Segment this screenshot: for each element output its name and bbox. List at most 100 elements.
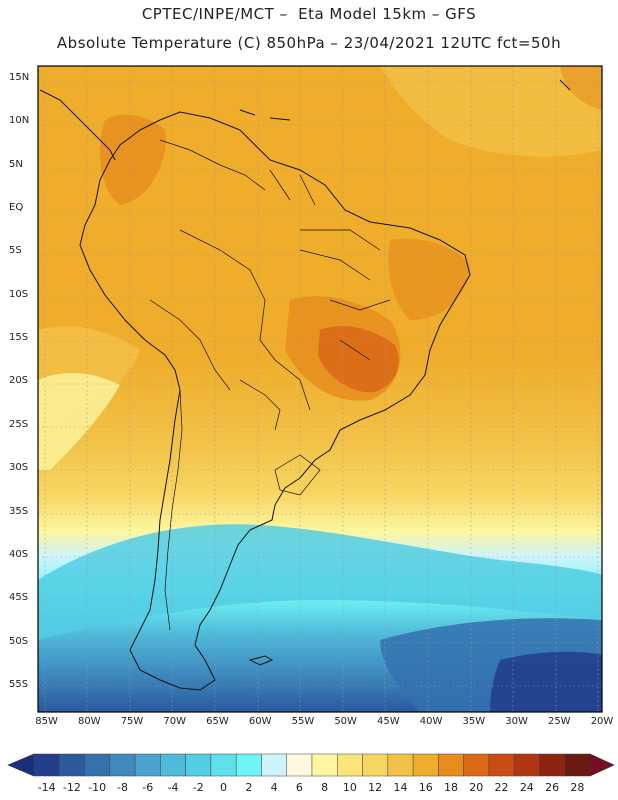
border-argentina-chile: [164, 389, 183, 631]
colorbar-tick-label: 0: [220, 781, 228, 794]
latitude-tick-label: 50S: [9, 635, 29, 647]
colorbar-segment: [235, 753, 262, 777]
latitude-tick-label: 10S: [9, 288, 29, 300]
longitude-tick-label: 40W: [419, 716, 443, 727]
colorbar-tick-label: -2: [192, 781, 204, 794]
latitude-tick-label: EQ: [9, 202, 24, 214]
colorbar: [7, 753, 615, 777]
longitude-tick-label: 55W: [291, 716, 315, 727]
border-peru-bolivia: [149, 299, 231, 391]
colorbar-segment: [362, 753, 389, 777]
colorbar-tick-label: 22: [494, 781, 509, 794]
latitude-tick-label: 5S: [9, 245, 22, 257]
latitude-tick-label: 5N: [9, 158, 23, 170]
field-pacific-light-band: [38, 373, 120, 470]
border-guianas: [269, 169, 316, 206]
colorbar-segment: [59, 753, 85, 777]
border-paraguay: [239, 379, 281, 431]
longitude-tick-label: 70W: [163, 716, 187, 727]
colorbar-tick-label: 12: [368, 781, 383, 794]
colorbar-segment: [33, 753, 60, 777]
longitude-tick-label: 35W: [462, 716, 486, 727]
south-america-coastline: [79, 111, 471, 691]
longitude-tick-label: 45W: [377, 716, 400, 727]
longitude-tick-label: 50W: [334, 716, 357, 727]
latitude-tick-label: 30S: [9, 462, 29, 474]
colorbar-tick-label: 2: [245, 781, 253, 794]
colorbar-segment: [160, 753, 186, 777]
latitude-tick-label: 15S: [9, 332, 29, 344]
colorbar-tick-label: 20: [469, 781, 484, 794]
map-title: CPTEC/INPE/MCT – Eta Model 15km – GFS: [141, 5, 477, 23]
colorbar-segment: [311, 753, 338, 777]
falkland-islands: [248, 655, 274, 666]
longitude-tick-label: 80W: [77, 716, 101, 727]
field-north-atlantic-cool: [380, 66, 602, 157]
colorbar-segment: [134, 753, 161, 777]
colorbar-tick-label: 16: [418, 781, 433, 794]
colorbar-segment: [463, 753, 490, 777]
field-central-brazil-hot: [318, 325, 399, 393]
colorbar-tick-label: -12: [62, 781, 81, 794]
latitude-tick-label: 45S: [9, 592, 29, 604]
field-south-cold-band: [38, 524, 602, 640]
temperature-field: [38, 66, 602, 712]
longitude-tick-label: 20W: [590, 716, 614, 727]
field-caribbean-warm: [560, 66, 602, 110]
country-borders: [149, 139, 391, 631]
latitude-tick-label: 35S: [9, 505, 29, 517]
colorbar-tick-label: -10: [88, 781, 107, 794]
colorbar-tick-label: 6: [295, 781, 303, 794]
field-north-andes-warm: [100, 114, 166, 205]
central-america-coastline: [39, 89, 116, 161]
colorbar-tick-label: 4: [270, 781, 278, 794]
colorbar-segment: [438, 753, 464, 777]
latitude-tick-label: 55S: [9, 678, 29, 690]
colorbar-segment: [337, 753, 363, 777]
colorbar-tick-label: 8: [321, 781, 329, 794]
longitude-tick-label: 85W: [35, 716, 58, 727]
map-frame: [37, 65, 603, 713]
colorbar-tick-label: 24: [519, 781, 534, 794]
latitude-tick-label: 15N: [9, 72, 30, 83]
latitude-tick-label: 25S: [9, 418, 29, 430]
colorbar-segment: [109, 753, 136, 777]
colorbar-segment: [261, 753, 287, 777]
latitude-tick-label: 10N: [9, 115, 30, 127]
caribbean-islands: [239, 79, 571, 121]
latitude-tick-label: 20S: [9, 375, 29, 387]
colorbar-segment: [539, 753, 565, 777]
colorbar-segment: [84, 753, 111, 777]
colorbar-overflow-arrow: [589, 753, 615, 777]
map-subtitle: Absolute Temperature (C) 850hPa – 23/04/…: [56, 34, 562, 52]
longitude-tick-label: 25W: [547, 716, 571, 727]
colorbar-segment: [286, 753, 313, 777]
colorbar-tick-label: -8: [116, 781, 128, 794]
longitude-tick-label: 65W: [206, 716, 229, 727]
colorbar-segment: [513, 753, 540, 777]
field-northeast-warm: [388, 238, 470, 320]
border-venezuela: [159, 139, 266, 191]
colorbar-tick-label: -6: [142, 781, 154, 794]
colorbar-underflow-arrow: [7, 753, 35, 777]
border-brazil-states: [299, 229, 391, 361]
colorbar-segment: [387, 753, 414, 777]
border-brazil-west: [179, 229, 311, 411]
field-southeast-darkest: [490, 651, 602, 712]
longitude-tick-label: 60W: [248, 716, 272, 727]
colorbar-tick-label: -4: [167, 781, 179, 794]
colorbar-tick-label: 28: [570, 781, 585, 794]
colorbar-segment: [210, 753, 237, 777]
colorbar-segment: [564, 753, 591, 777]
border-uruguay: [274, 454, 321, 496]
colorbar-tick-label: -14: [37, 781, 56, 794]
colorbar-tick-label: 18: [444, 781, 458, 794]
longitude-tick-label: 30W: [505, 716, 528, 727]
colorbar-tick-label: 14: [393, 781, 408, 794]
colorbar-tick-label: 26: [545, 781, 560, 794]
coastlines: [39, 79, 571, 691]
colorbar-segment: [185, 753, 212, 777]
longitude-tick-label: 75W: [120, 716, 144, 727]
colorbar-tick-label: 10: [342, 781, 357, 794]
